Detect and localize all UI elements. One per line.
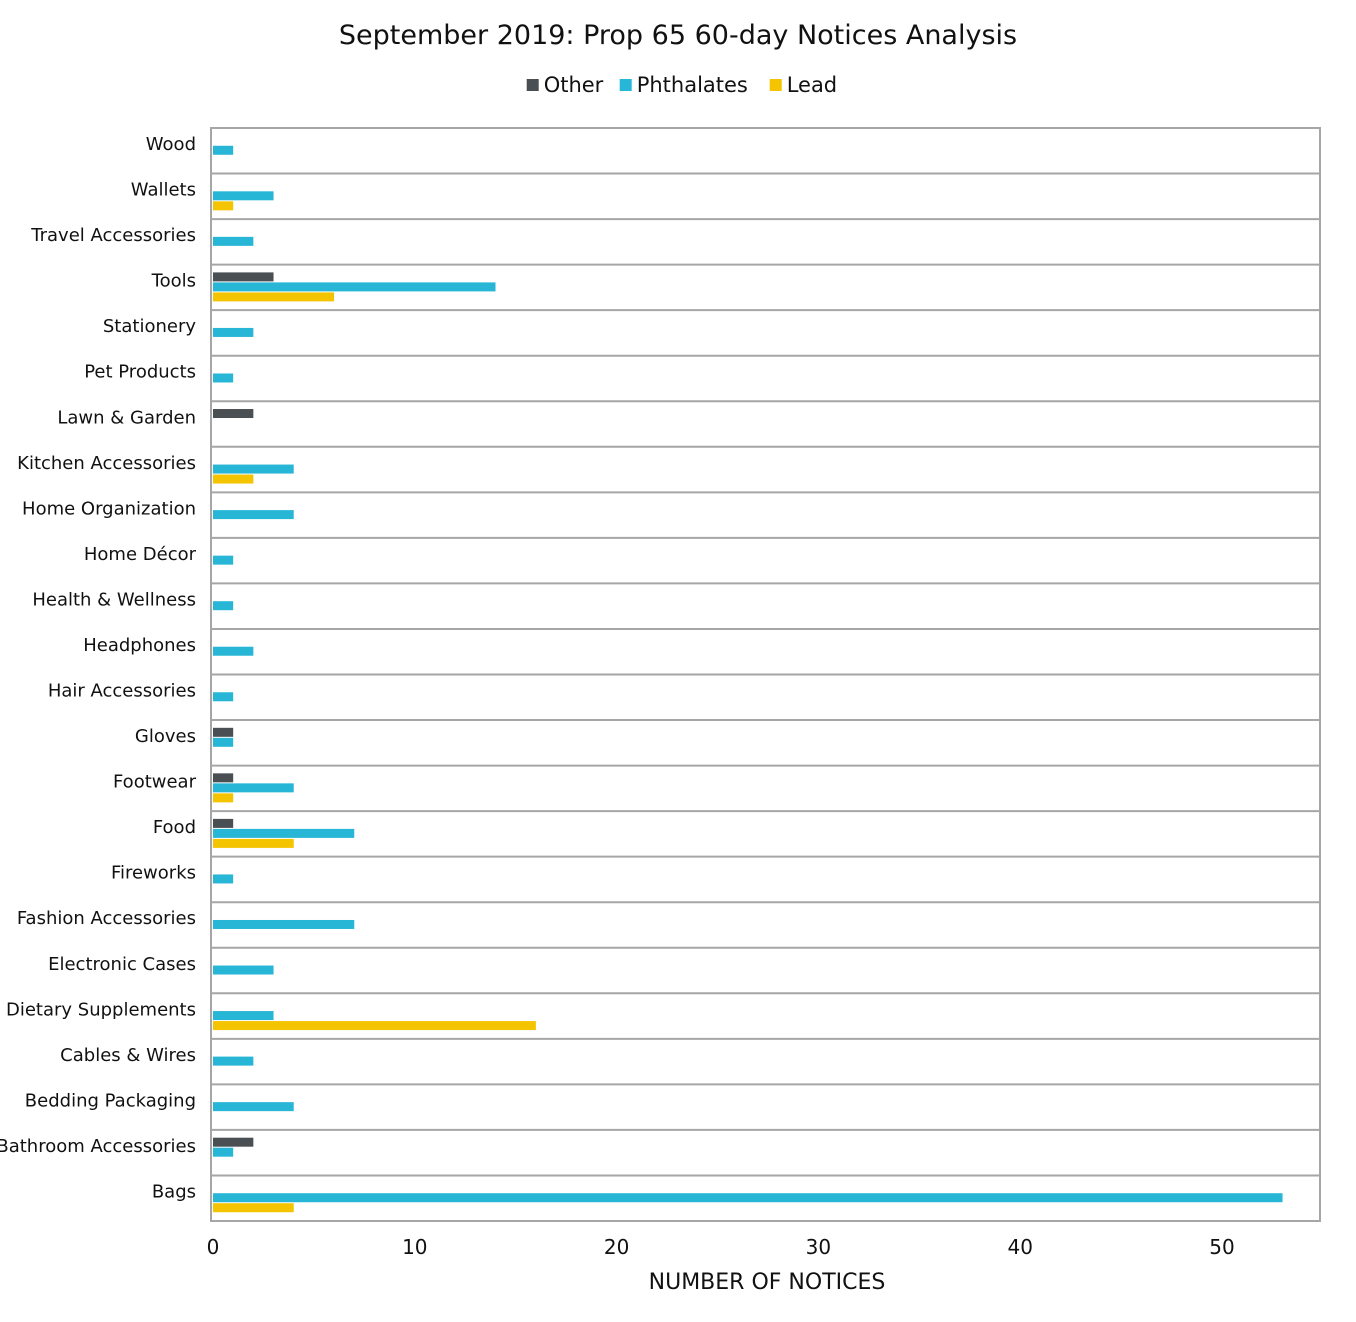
bar-phthalates xyxy=(213,1011,274,1021)
legend-swatch-lead xyxy=(769,79,782,91)
bar-lead xyxy=(213,292,335,302)
bar-lead xyxy=(213,1021,536,1031)
bar-phthalates xyxy=(213,1056,254,1066)
category-label: Home Décor xyxy=(84,544,197,565)
category-label: Food xyxy=(153,817,196,838)
bar-lead xyxy=(213,793,234,803)
category-label: Bags xyxy=(152,1181,196,1202)
chart-title: September 2019: Prop 65 60-day Notices A… xyxy=(339,20,1017,51)
bar-phthalates xyxy=(213,373,234,383)
x-tick-label: 0 xyxy=(207,1235,220,1259)
bar-phthalates xyxy=(213,828,355,838)
category-label: Bedding Packaging xyxy=(25,1090,196,1111)
category-label: Headphones xyxy=(83,635,196,656)
category-label: Wallets xyxy=(131,180,196,201)
bar-phthalates xyxy=(213,874,234,884)
bar-other xyxy=(213,409,254,419)
category-label: Bathroom Accessories xyxy=(0,1136,196,1157)
bar-phthalates xyxy=(213,646,254,656)
bar-phthalates xyxy=(213,737,234,747)
bar-phthalates xyxy=(213,327,254,337)
category-label: Health & Wellness xyxy=(32,589,196,610)
bar-phthalates xyxy=(213,783,294,793)
bar-phthalates xyxy=(213,510,294,520)
legend-label: Phthalates xyxy=(637,73,748,97)
bar-phthalates xyxy=(213,191,274,201)
bar-other xyxy=(213,818,234,828)
category-label: Electronic Cases xyxy=(48,954,196,975)
x-tick-label: 50 xyxy=(1209,1235,1234,1259)
legend-label: Lead xyxy=(787,73,837,97)
bar-other xyxy=(213,773,234,783)
bar-phthalates xyxy=(213,145,234,155)
category-label: Stationery xyxy=(103,316,196,337)
category-label: Hair Accessories xyxy=(48,681,196,702)
bar-other xyxy=(213,727,234,737)
bar-lead xyxy=(213,201,234,211)
category-label: Lawn & Garden xyxy=(57,407,196,428)
bar-phthalates xyxy=(213,1147,234,1157)
x-axis-title: NUMBER OF NOTICES xyxy=(649,1270,886,1295)
category-label: Fashion Accessories xyxy=(17,908,196,929)
bar-lead xyxy=(213,1203,294,1213)
category-label: Home Organization xyxy=(22,498,196,519)
category-label: Wood xyxy=(146,134,196,155)
category-label: Gloves xyxy=(135,726,196,747)
x-tick-label: 10 xyxy=(402,1235,427,1259)
category-label: Pet Products xyxy=(84,362,196,383)
bar-phthalates xyxy=(213,965,274,975)
bar-phthalates xyxy=(213,282,496,292)
legend-swatch-phthalates xyxy=(619,79,632,91)
legend-swatch-other xyxy=(526,79,539,91)
legend-label: Other xyxy=(544,73,604,97)
category-label: Travel Accessories xyxy=(30,225,196,246)
bar-other xyxy=(213,272,274,282)
bar-other xyxy=(213,1137,254,1147)
bar-phthalates xyxy=(213,1102,294,1112)
category-label: Kitchen Accessories xyxy=(17,453,196,474)
bar-phthalates xyxy=(213,601,234,611)
bar-lead xyxy=(213,474,254,484)
bar-phthalates xyxy=(213,555,234,565)
category-label: Footwear xyxy=(113,772,197,793)
category-label: Fireworks xyxy=(111,863,196,884)
plot-area: Wood Wallets Travel Accessories Tools Statio… xyxy=(0,127,1321,1222)
bar-phthalates xyxy=(213,919,355,929)
x-tick-label: 20 xyxy=(604,1235,629,1259)
bar-phthalates xyxy=(213,236,254,246)
bar-phthalates xyxy=(213,1193,1283,1203)
bar-phthalates xyxy=(213,464,294,474)
category-label: Cables & Wires xyxy=(60,1045,196,1066)
x-tick-label: 30 xyxy=(806,1235,831,1259)
x-axis-ticks: 0 10 20 30 40 50 xyxy=(207,1235,1235,1259)
bar-lead xyxy=(213,838,294,848)
legend: Other Phthalates Lead xyxy=(526,73,837,97)
x-tick-label: 40 xyxy=(1007,1235,1032,1259)
category-label: Dietary Supplements xyxy=(6,999,196,1020)
category-label: Tools xyxy=(151,271,196,292)
bar-phthalates xyxy=(213,692,234,702)
